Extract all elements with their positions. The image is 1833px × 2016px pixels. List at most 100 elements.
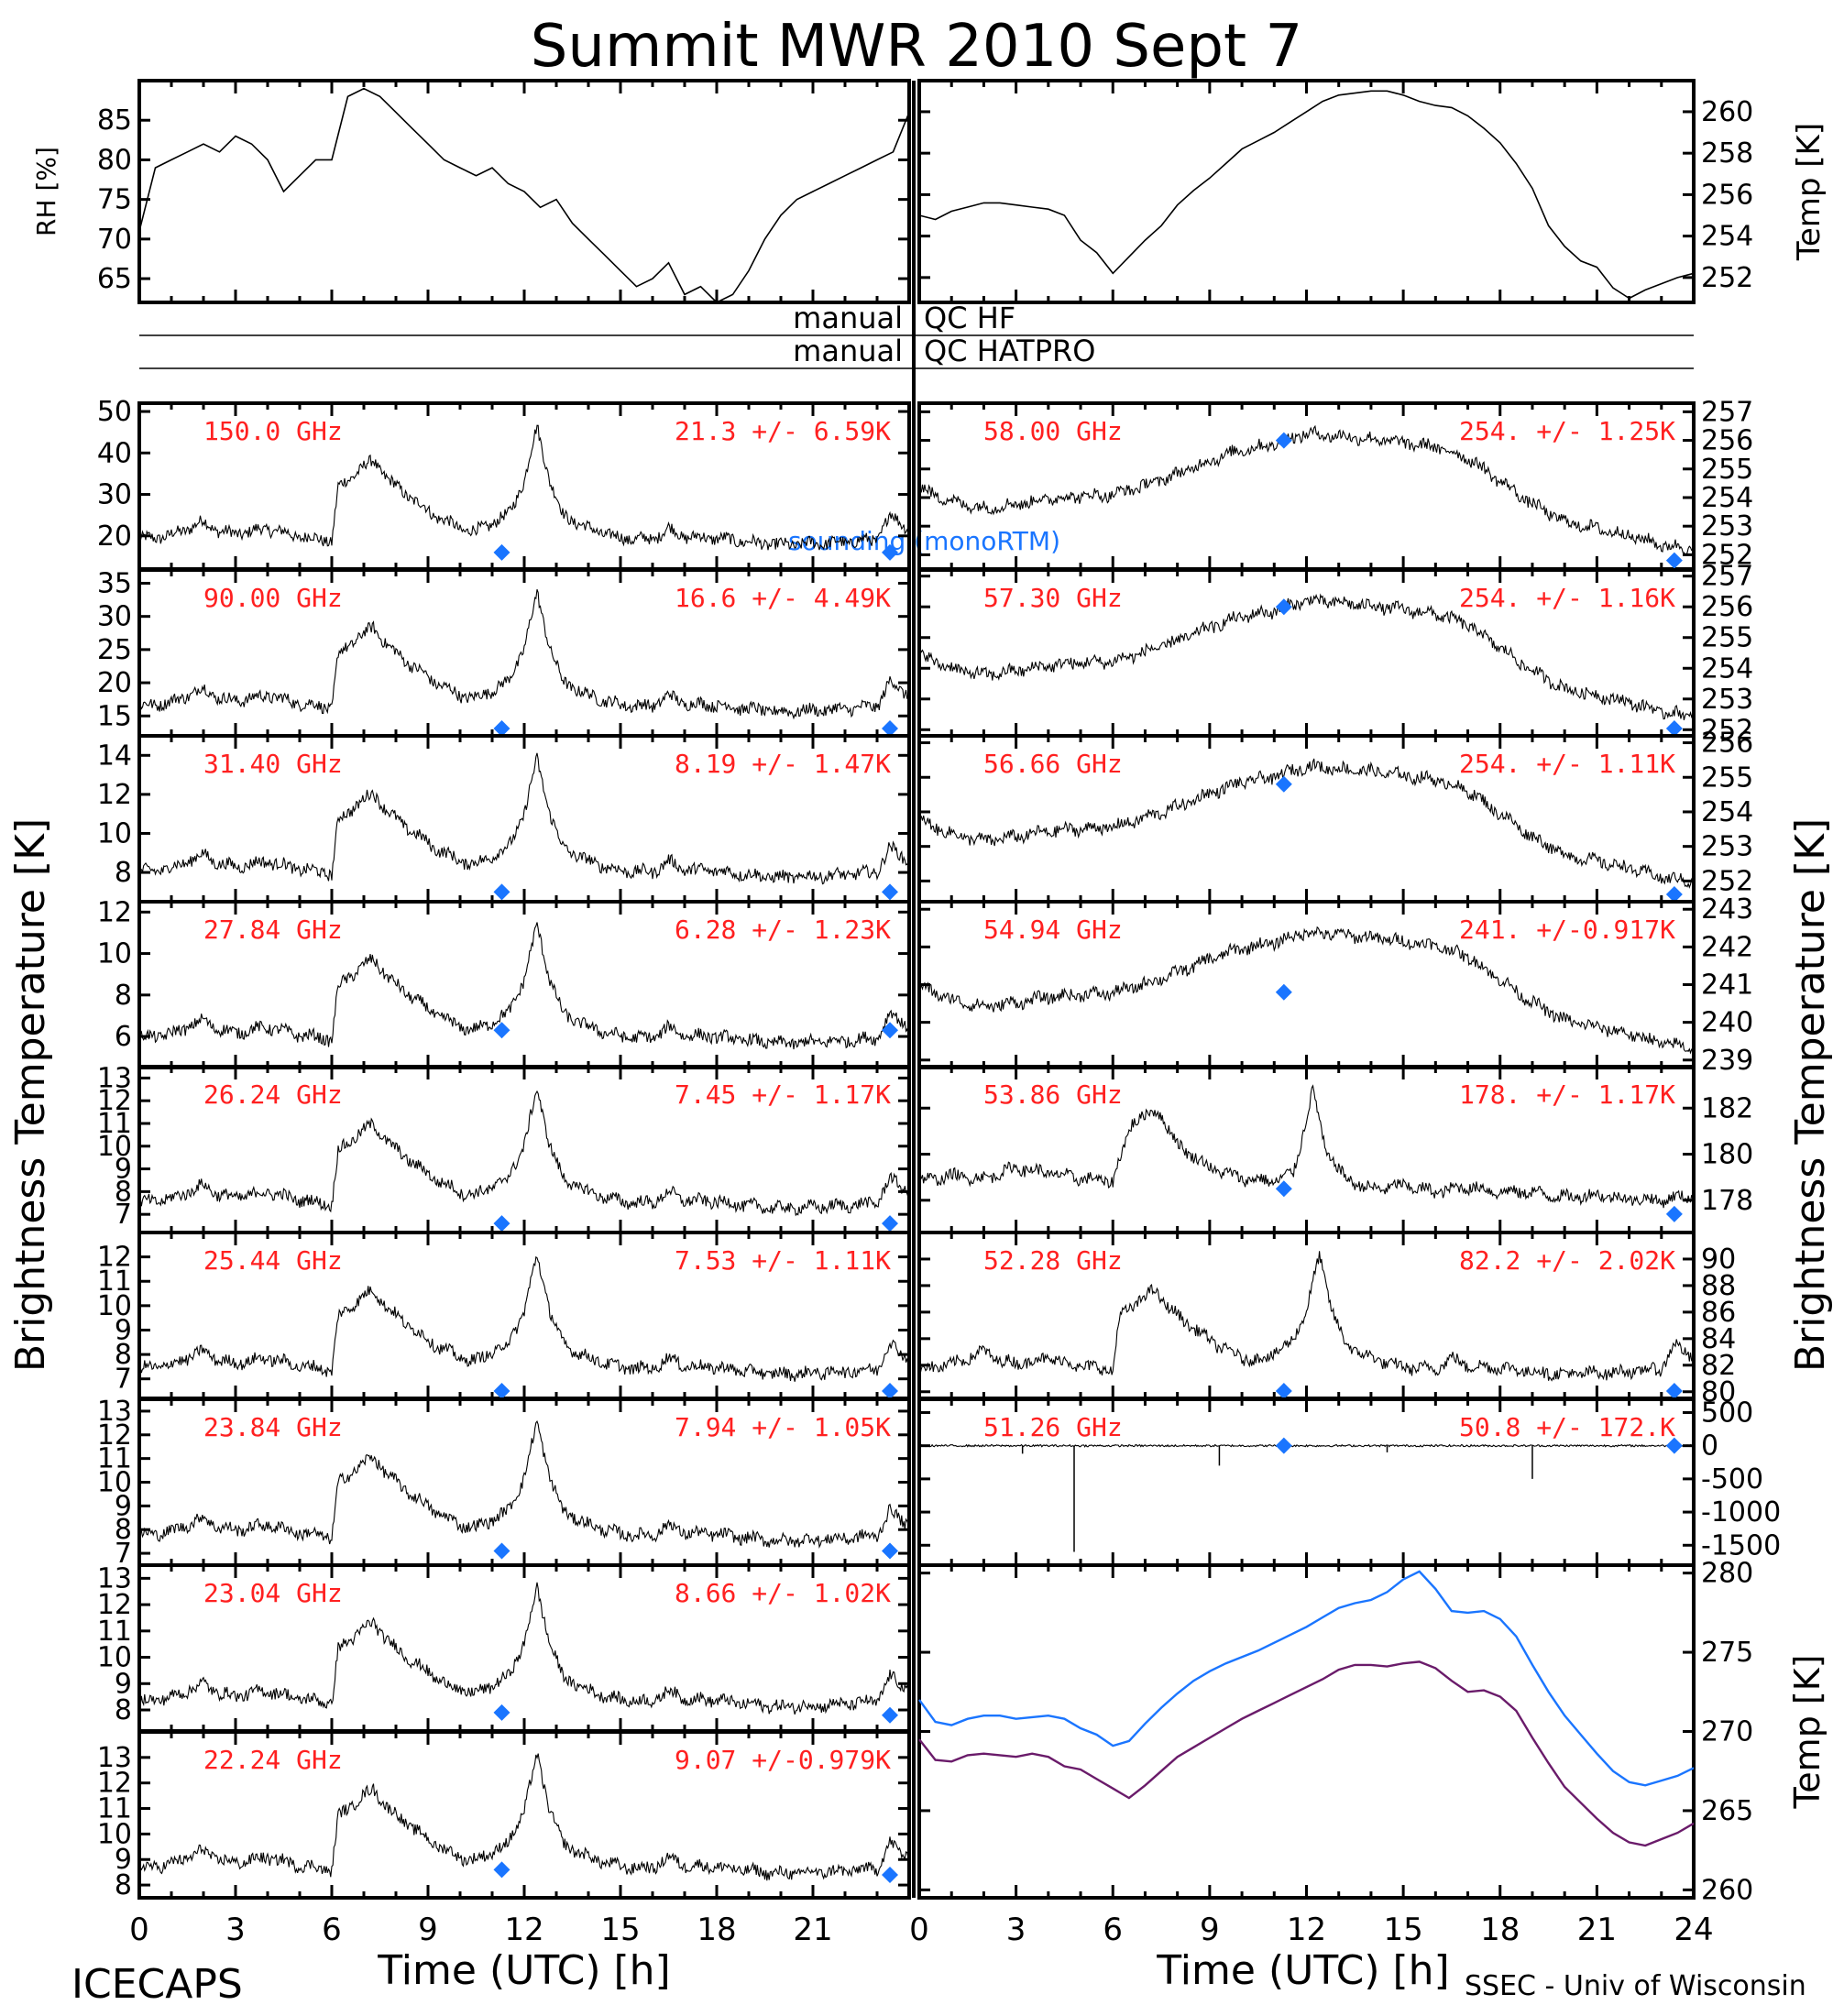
y-tick-label: 275 xyxy=(1701,1637,1753,1669)
sounding-marker xyxy=(882,1215,898,1233)
sounding-marker xyxy=(1665,1205,1683,1222)
y-tick-label: 12 xyxy=(97,896,132,928)
sounding-marker xyxy=(493,1383,510,1399)
y-tick-label: 0 xyxy=(1701,1430,1718,1463)
x-tick-label: 9 xyxy=(418,1912,438,1948)
y-tick-label: 241 xyxy=(1701,970,1753,1002)
y-tick-label: 7 xyxy=(115,1538,132,1570)
brightness-trace xyxy=(918,593,1695,722)
y-tick-label: 7 xyxy=(115,1364,132,1396)
y-tick-label: 257 xyxy=(1701,396,1753,428)
y-tick-label: 8 xyxy=(115,1176,132,1208)
temp-panel xyxy=(917,79,1696,304)
qc-hf-right: QC HF xyxy=(924,301,1015,335)
brightness-trace xyxy=(918,926,1695,1055)
sounding-marker xyxy=(493,543,510,561)
y-tick-label: 254 xyxy=(1701,796,1753,828)
x-tick-label: 15 xyxy=(600,1912,640,1948)
channel-frequency: 150.0 GHz xyxy=(203,416,343,446)
brightness-trace xyxy=(138,589,910,720)
y-tick-label: 8 xyxy=(115,857,132,889)
channel-stat: 8.19 +/- 1.47K xyxy=(675,749,891,779)
blackbody-ylabel: Temp [K] xyxy=(1787,1655,1828,1810)
x-tick-label: 6 xyxy=(322,1912,342,1948)
y-tick-label: 8 xyxy=(115,980,132,1012)
y-tick-label: 10 xyxy=(97,1642,132,1674)
channel-stat: 254. +/- 1.11K xyxy=(1459,749,1675,779)
sounding-label: sounding (monoRTM) xyxy=(788,526,1060,556)
y-tick-label: 256 xyxy=(1701,728,1753,760)
y-tick-label: 265 xyxy=(1701,1795,1753,1827)
y-tick-label: 12 xyxy=(97,779,132,811)
brightness-trace xyxy=(138,1255,910,1382)
y-tick-label: 80 xyxy=(97,144,132,176)
y-tick-label: 90 xyxy=(1701,1244,1736,1276)
y-tick-label: 82 xyxy=(1701,1350,1736,1382)
sounding-marker xyxy=(882,1866,898,1883)
y-tick-label: 12 xyxy=(97,1419,132,1452)
y-tick-label: 85 xyxy=(97,104,132,137)
y-tick-label: 9 xyxy=(115,1668,132,1700)
sounding-marker xyxy=(493,1861,510,1879)
y-tick-label: 239 xyxy=(1701,1045,1753,1077)
y-tick-label: 6 xyxy=(115,1021,132,1053)
y-tick-label: -1000 xyxy=(1701,1496,1781,1528)
footer-ssec: SSEC - Univ of Wisconsin xyxy=(1465,1970,1806,2002)
channel-frequency: 57.30 GHz xyxy=(983,583,1123,613)
sounding-marker xyxy=(493,1704,510,1721)
y-tick-label: 10 xyxy=(97,938,132,970)
channel-frequency: 90.00 GHz xyxy=(203,583,343,613)
sounding-marker xyxy=(1665,1383,1683,1399)
x-tick-label: 21 xyxy=(1577,1912,1617,1948)
brightness-trace xyxy=(138,1090,910,1217)
y-tick-label: 256 xyxy=(1701,179,1753,211)
brightness-trace xyxy=(138,1419,910,1549)
y-tick-label: 255 xyxy=(1701,454,1753,486)
y-tick-label: 11 xyxy=(97,1793,132,1825)
y-tick-label: 257 xyxy=(1701,561,1753,593)
channel-stat: 8.66 +/- 1.02K xyxy=(675,1578,891,1608)
sounding-marker xyxy=(882,543,898,561)
brightness-trace xyxy=(918,1251,1695,1382)
brightness-trace xyxy=(918,758,1695,889)
rh-ylabel: RH [%] xyxy=(31,147,61,236)
y-tick-label: 252 xyxy=(1701,714,1753,746)
sounding-marker xyxy=(882,1706,898,1724)
sounding-marker xyxy=(882,1542,898,1560)
y-tick-label: 242 xyxy=(1701,931,1753,963)
y-tick-label: 11 xyxy=(97,1265,132,1298)
y-tick-label: 65 xyxy=(97,263,132,295)
y-tick-label: 88 xyxy=(1701,1270,1736,1302)
blackbody-series-0 xyxy=(918,1570,1695,1787)
channel-frequency: 26.24 GHz xyxy=(203,1079,343,1110)
channel-stat: 241. +/-0.917K xyxy=(1459,915,1675,945)
temp-ylabel: Temp [K] xyxy=(1791,123,1828,261)
x-tick-label: 21 xyxy=(793,1912,832,1948)
y-tick-label: 254 xyxy=(1701,652,1753,685)
y-tick-label: 8 xyxy=(115,1339,132,1371)
y-tick-label: 13 xyxy=(97,1742,132,1774)
channel-stat: 7.45 +/- 1.17K xyxy=(675,1079,891,1110)
y-tick-label: 9 xyxy=(115,1490,132,1522)
y-tick-label: 8 xyxy=(115,1694,132,1726)
sounding-marker xyxy=(493,720,510,737)
x-tick-label: 0 xyxy=(129,1912,149,1948)
y-tick-label: 40 xyxy=(97,437,132,469)
y-tick-label: 254 xyxy=(1701,221,1753,253)
y-tick-label: 35 xyxy=(97,567,132,599)
y-tick-label: 30 xyxy=(97,479,132,511)
channel-stat: 7.53 +/- 1.11K xyxy=(675,1245,891,1276)
y-tick-label: 10 xyxy=(97,817,132,849)
x-tick-label: 12 xyxy=(504,1912,543,1948)
sounding-marker xyxy=(1665,720,1683,737)
sounding-marker xyxy=(1665,886,1683,903)
y-tick-label: 182 xyxy=(1701,1092,1753,1124)
sounding-marker xyxy=(1275,1437,1292,1454)
y-tick-label: 11 xyxy=(97,1108,132,1140)
y-tick-label: 12 xyxy=(97,1085,132,1117)
y-tick-label: 70 xyxy=(97,224,132,256)
brightness-trace xyxy=(918,1084,1695,1209)
y-tick-label: 11 xyxy=(97,1443,132,1475)
channel-frequency: 56.66 GHz xyxy=(983,749,1123,779)
